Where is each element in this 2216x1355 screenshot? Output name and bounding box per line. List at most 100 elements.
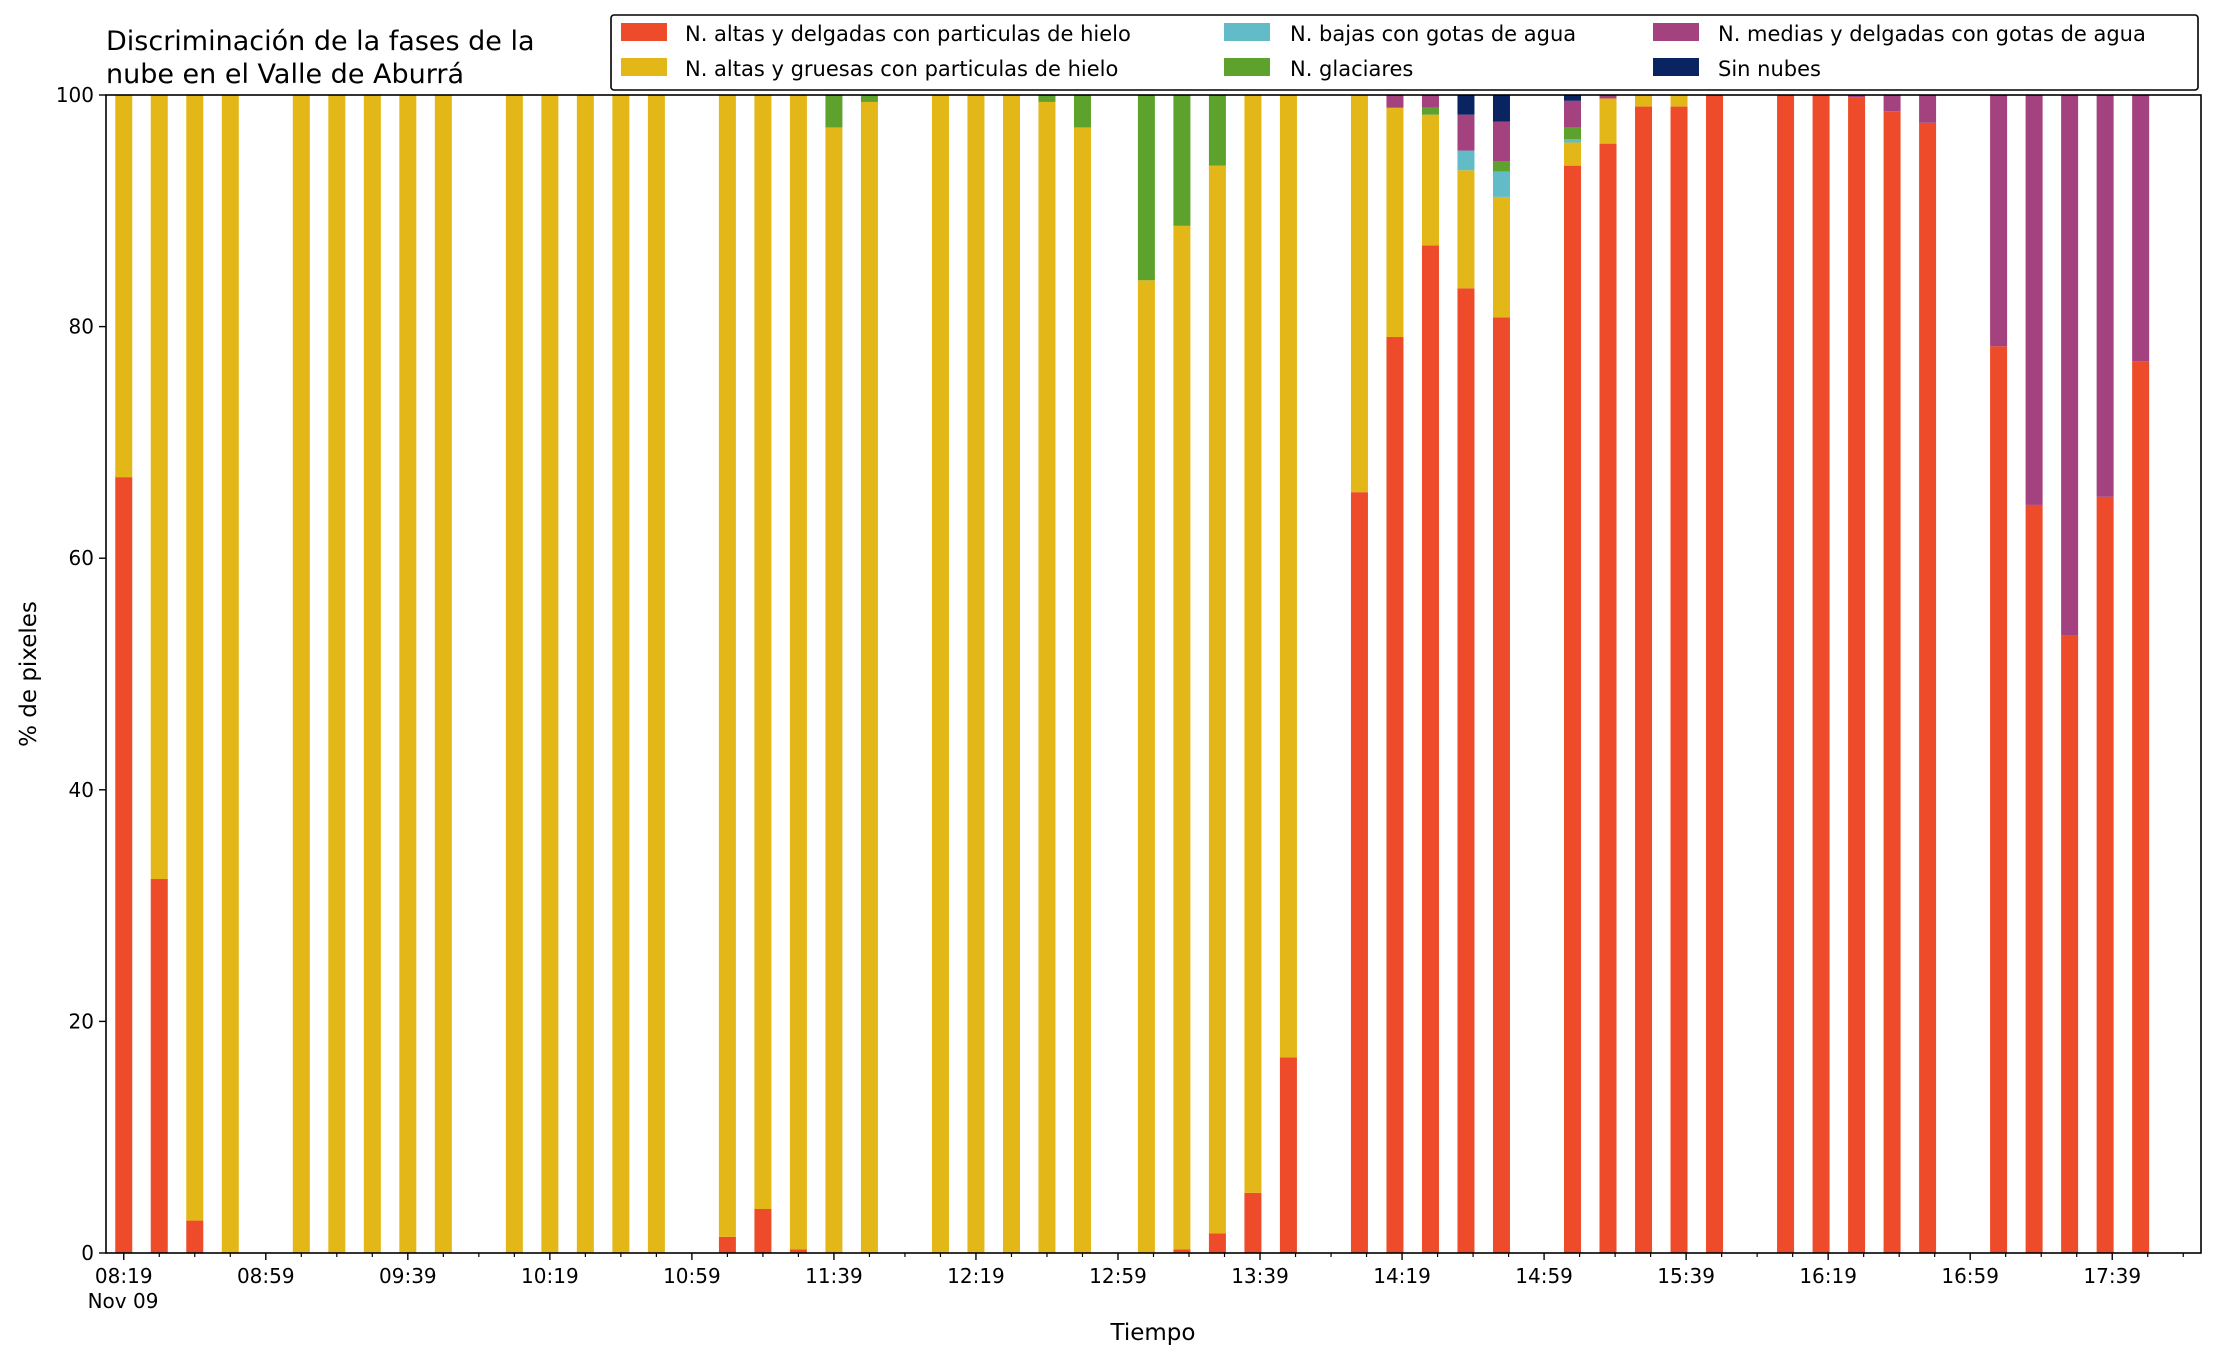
y-tick-label: 100 xyxy=(56,83,94,107)
bar-segment xyxy=(1564,142,1581,166)
legend-swatch-low-water xyxy=(1224,23,1270,41)
bar-segment xyxy=(186,1220,204,1253)
bar-segment xyxy=(1208,165,1226,1234)
legend-label-low-water: N. bajas con gotas de agua xyxy=(1290,22,1576,46)
x-tick-label: 10:59 xyxy=(663,1264,721,1288)
legend-swatch-mid-water xyxy=(1653,23,1699,41)
x-axis-label: Tiempo xyxy=(1110,1320,1196,1346)
chart-title-line-1: Discriminación de la fases de la xyxy=(106,26,535,57)
bar-segment xyxy=(1137,280,1155,1253)
bars-layer xyxy=(115,95,2150,1254)
bar-segment xyxy=(150,878,168,1253)
bar-segment xyxy=(1208,1233,1226,1253)
bar-segment xyxy=(1564,95,1581,101)
legend-label-no-clouds: Sin nubes xyxy=(1718,57,1821,81)
x-tick-label: 16:59 xyxy=(1941,1264,1999,1288)
bar-segment xyxy=(860,101,878,1254)
bar-segment xyxy=(1848,97,1866,1254)
legend-label-ice-thick: N. altas y gruesas con particulas de hie… xyxy=(685,57,1118,81)
bar-segment xyxy=(931,95,949,1253)
bar-segment xyxy=(754,1209,772,1253)
bar-segment xyxy=(1706,95,1724,1253)
bar-segment xyxy=(2096,95,2114,497)
bar-segment xyxy=(789,95,807,1250)
bar-segment xyxy=(1208,95,1226,166)
bar-segment xyxy=(1599,98,1617,144)
bar-segment xyxy=(1386,337,1404,1253)
bar-segment xyxy=(1244,95,1262,1193)
bar-segment xyxy=(292,95,310,1253)
bar-segment xyxy=(1173,225,1191,1250)
bar-segment xyxy=(1137,95,1155,281)
bar-segment xyxy=(1421,245,1439,1254)
y-tick-label: 20 xyxy=(69,1009,94,1033)
x-tick-label: 08:59 xyxy=(237,1264,295,1288)
bar-segment xyxy=(434,95,452,1253)
bar-segment xyxy=(1073,127,1091,1253)
bar-segment xyxy=(541,95,559,1253)
bar-segment xyxy=(1244,1192,1262,1253)
y-tick-label: 40 xyxy=(69,778,94,802)
legend-box xyxy=(610,14,2199,91)
bar-segment xyxy=(115,477,133,1253)
bar-segment xyxy=(612,95,630,1253)
axes-layer: 0 20 40 60 80 100 08:19 08:59 09:39 10:19 10:59 11:… xyxy=(56,83,2184,1288)
bar-segment xyxy=(1492,121,1510,161)
bar-segment xyxy=(576,95,594,1253)
y-axis-label: % de pixeles xyxy=(16,601,42,747)
bar-segment xyxy=(1173,95,1191,226)
legend-swatch-no-clouds xyxy=(1653,58,1699,76)
bar-segment xyxy=(1457,150,1475,171)
bar-segment xyxy=(718,95,736,1237)
legend: N. altas y delgadas con particulas de hi… xyxy=(610,14,2199,91)
x-tick-label: 10:19 xyxy=(521,1264,579,1288)
bar-segment xyxy=(1635,95,1653,107)
bar-segment xyxy=(2061,635,2079,1253)
bar-segment xyxy=(1599,143,1617,1253)
bar-segment xyxy=(1492,161,1510,172)
bar-segment xyxy=(1279,95,1297,1058)
bar-segment xyxy=(1457,95,1475,115)
bar-segment xyxy=(2132,95,2150,362)
bar-segment xyxy=(1990,95,2008,347)
bar-segment xyxy=(1670,106,1688,1254)
bar-segment xyxy=(1990,346,2008,1253)
bar-segment xyxy=(1279,1057,1297,1253)
y-tick-label: 0 xyxy=(81,1241,94,1265)
legend-swatch-glacial xyxy=(1224,58,1270,76)
x-tick-label: 15:39 xyxy=(1657,1264,1715,1288)
bar-segment xyxy=(2061,95,2079,636)
bar-segment xyxy=(186,95,204,1221)
bar-segment xyxy=(1848,95,1866,98)
bar-segment xyxy=(1883,95,1901,112)
x-axis-date-label: Nov 09 xyxy=(88,1289,159,1313)
bar-segment xyxy=(399,95,417,1253)
x-tick-label: 12:59 xyxy=(1089,1264,1147,1288)
bar-segment xyxy=(967,95,985,1253)
bar-segment xyxy=(1919,122,1937,1253)
bar-segment xyxy=(718,1236,736,1253)
bar-segment xyxy=(1564,165,1581,1253)
x-tick-label: 14:59 xyxy=(1515,1264,1573,1288)
legend-label-glacial: N. glaciares xyxy=(1290,57,1413,81)
x-tick-label: 08:19 xyxy=(95,1264,153,1288)
bar-segment xyxy=(1386,107,1404,338)
bar-segment xyxy=(1564,100,1581,128)
bar-segment xyxy=(1038,95,1056,102)
bar-segment xyxy=(1350,95,1368,493)
bar-segment xyxy=(150,95,168,879)
bar-segment xyxy=(328,95,346,1253)
legend-label-mid-water: N. medias y delgadas con gotas de agua xyxy=(1718,22,2146,46)
bar-segment xyxy=(1812,95,1830,1253)
bar-segment xyxy=(1919,95,1937,123)
x-tick-label: 09:39 xyxy=(379,1264,437,1288)
bar-segment xyxy=(2025,504,2043,1253)
bar-segment xyxy=(1457,170,1475,289)
y-tick-label: 80 xyxy=(69,315,94,339)
bar-segment xyxy=(1883,111,1901,1254)
x-tick-label: 16:19 xyxy=(1799,1264,1857,1288)
bar-segment xyxy=(1421,95,1439,108)
bar-segment xyxy=(1777,95,1795,1253)
chart-title-line-2: nube en el Valle de Aburrá xyxy=(106,59,464,90)
